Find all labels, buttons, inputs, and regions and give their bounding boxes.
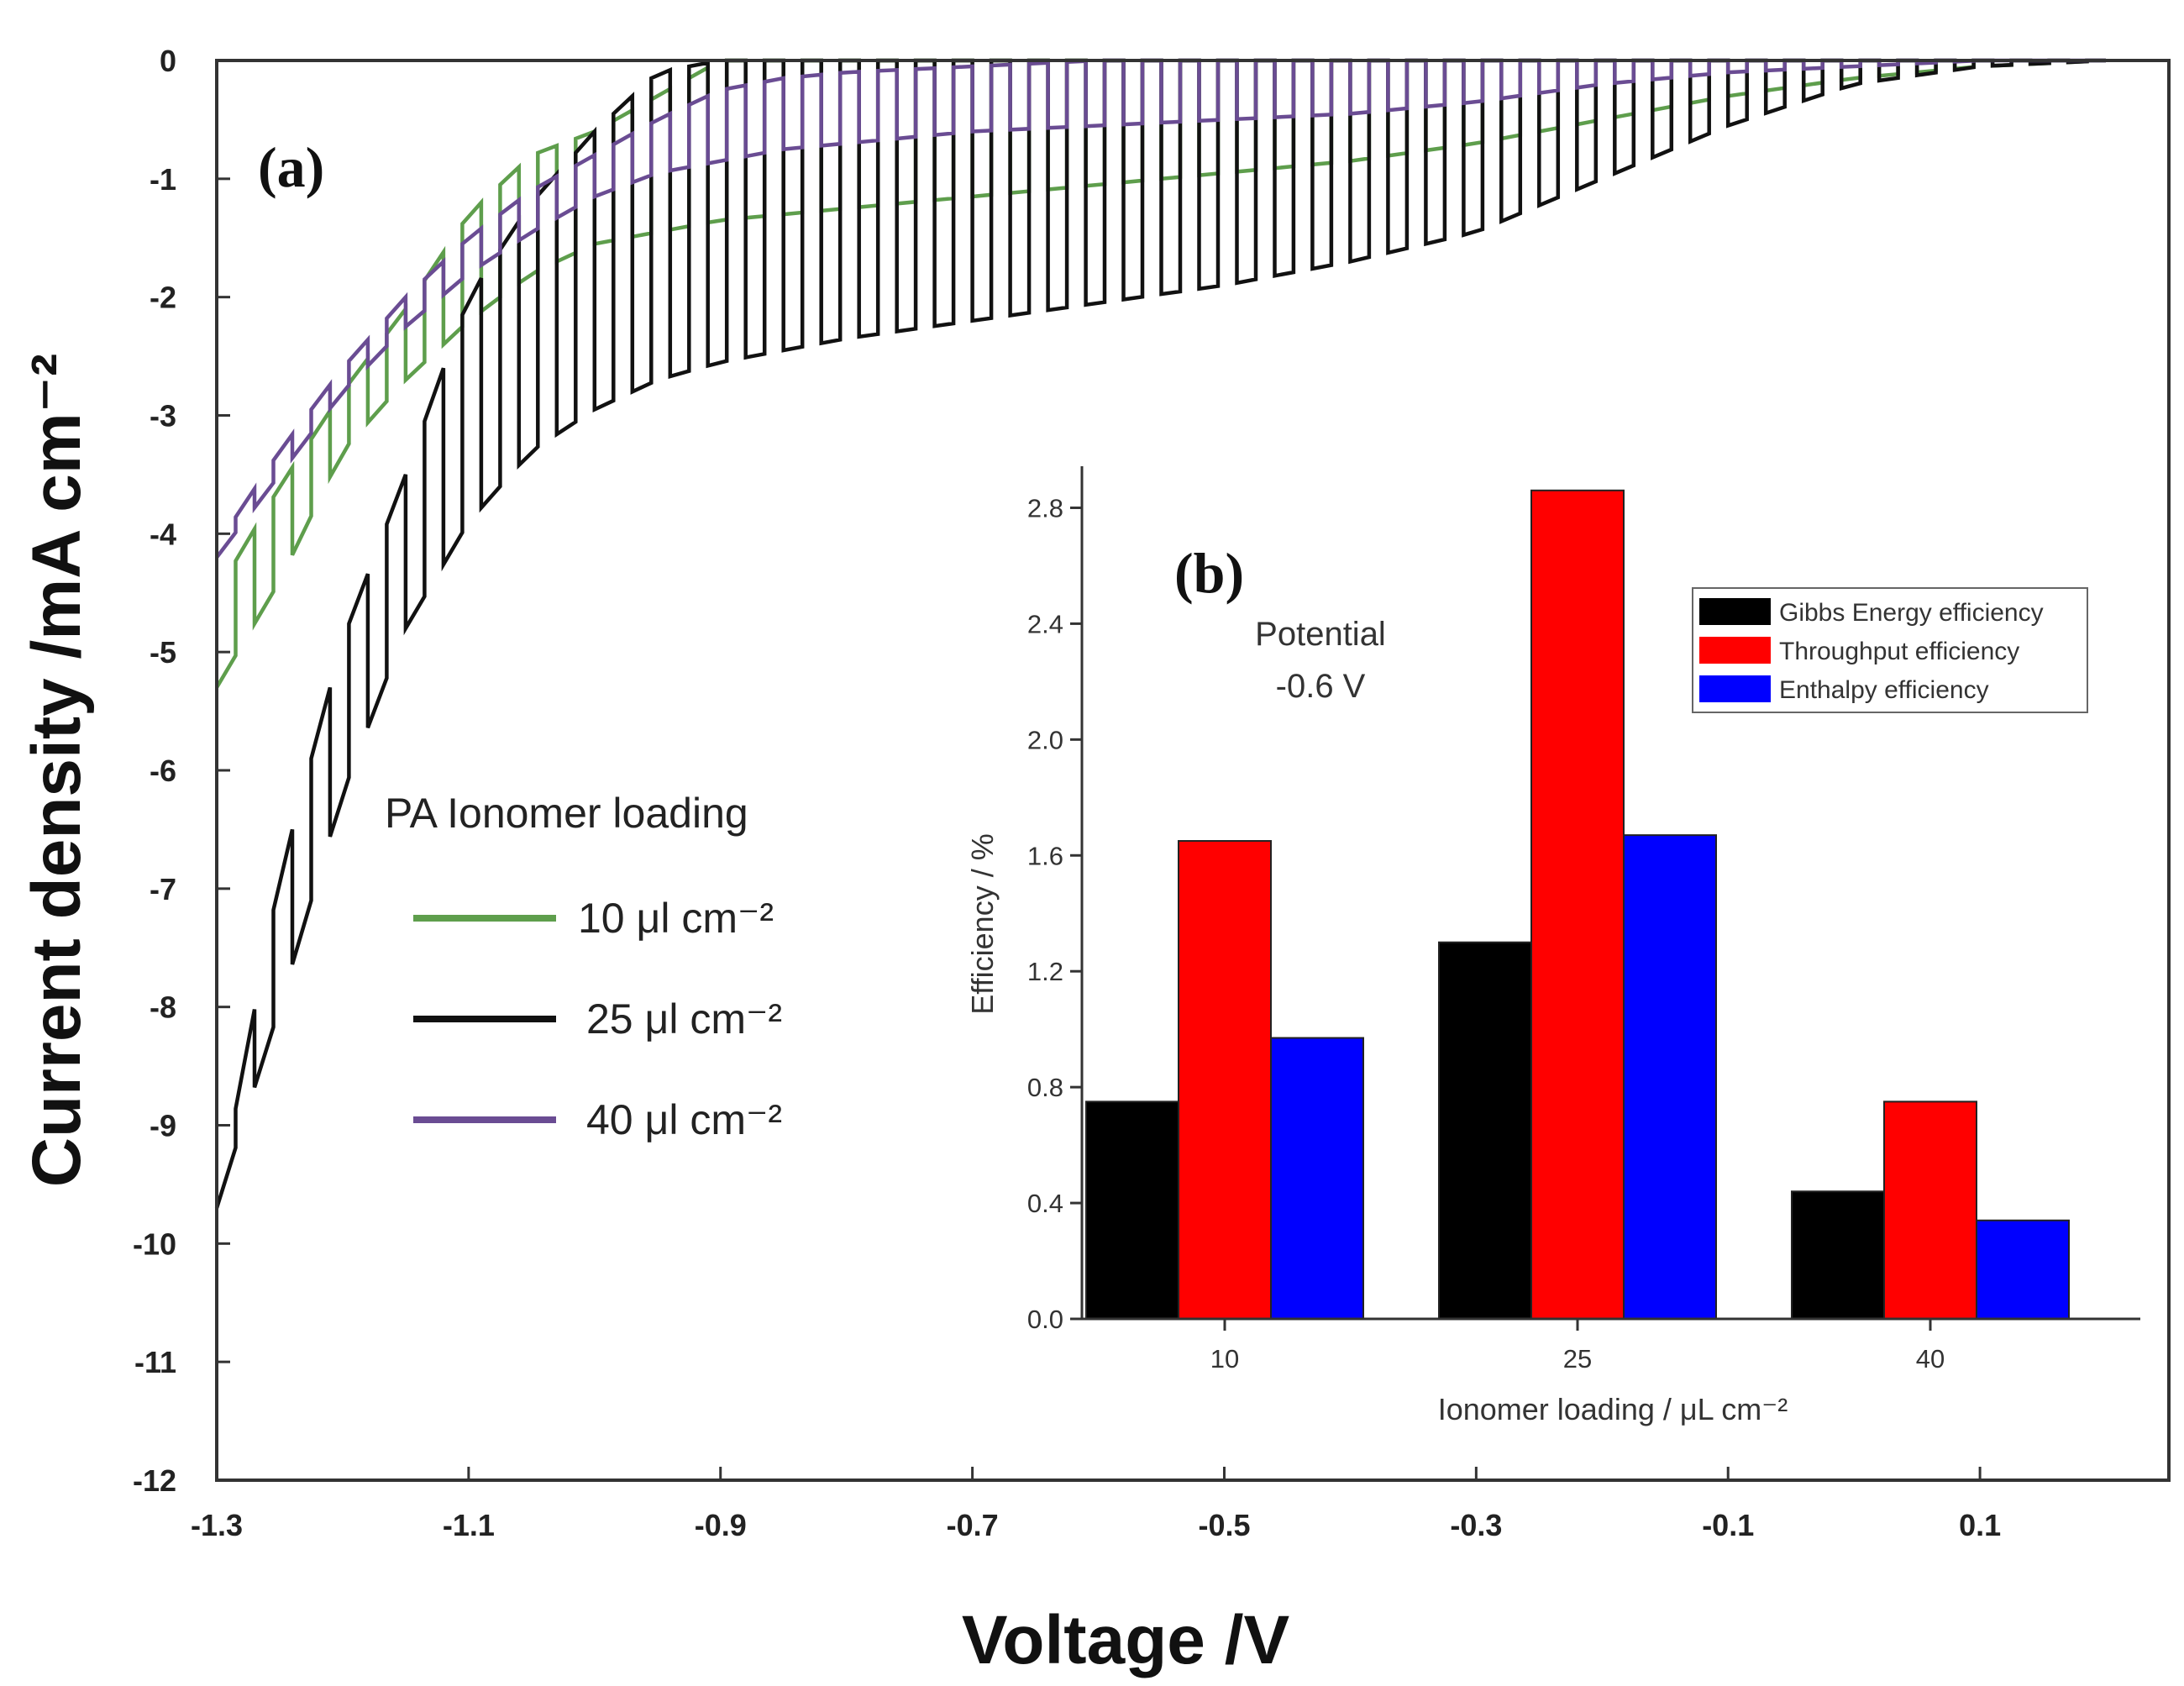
bar-gibbs-25 bbox=[1438, 941, 1532, 1320]
panel-a: -1.3 -1.1 -0.9 -0.7 -0.5 -0.3 -0.1 0.1 0 -1 -2 -3 -… bbox=[18, 44, 2171, 1678]
y-tick-label: -11 bbox=[134, 1345, 176, 1379]
b-x-tick-label: 40 bbox=[1916, 1344, 1945, 1373]
panel-a-x-axis-label: Voltage /V bbox=[962, 1602, 1290, 1678]
x-tick-label: -0.3 bbox=[1450, 1508, 1502, 1542]
bar-gibbs-40 bbox=[1791, 1190, 1885, 1321]
b-x-tick-label: 10 bbox=[1210, 1344, 1239, 1373]
bar-throughput-25 bbox=[1530, 489, 1625, 1320]
bar-throughput-40 bbox=[1883, 1100, 1977, 1320]
bar-enthalpy-10 bbox=[1270, 1037, 1364, 1320]
legend-label-enthalpy: Enthalpy efficiency bbox=[1779, 676, 1989, 704]
x-tick-label: -0.9 bbox=[695, 1508, 747, 1542]
panel-b-bars bbox=[1085, 489, 2070, 1321]
x-tick-label: -0.5 bbox=[1198, 1508, 1250, 1542]
panel-a-label: (a) bbox=[258, 135, 324, 199]
b-y-tick-label: 0.0 bbox=[1027, 1305, 1063, 1334]
panel-b-y-axis: 0.0 0.4 0.8 1.2 1.6 2.0 2.4 2.8 bbox=[1027, 493, 1082, 1334]
legend-label-25: 25 μl cm⁻² bbox=[586, 995, 782, 1043]
y-tick-label: -1 bbox=[150, 162, 176, 197]
panel-a-series bbox=[214, 58, 2106, 1209]
b-x-tick-label: 25 bbox=[1563, 1344, 1592, 1373]
legend-swatch-gibbs bbox=[1699, 598, 1771, 625]
panel-a-legend-title: PA Ionomer loading bbox=[385, 790, 748, 837]
y-tick-label: -10 bbox=[133, 1226, 176, 1261]
y-tick-label: -2 bbox=[150, 281, 176, 315]
y-tick-label: -7 bbox=[150, 872, 176, 906]
panel-a-legend: PA Ionomer loading 10 μl cm⁻² 25 μl cm⁻²… bbox=[385, 790, 782, 1143]
legend-label-gibbs: Gibbs Energy efficiency bbox=[1779, 599, 2044, 627]
legend-swatch-throughput bbox=[1699, 637, 1771, 664]
b-y-tick-label: 1.6 bbox=[1027, 841, 1063, 870]
b-y-tick-label: 2.4 bbox=[1027, 609, 1063, 638]
y-tick-label: -3 bbox=[150, 399, 176, 433]
panel-b-x-axis: 10 25 40 bbox=[1210, 1319, 1945, 1373]
panel-b-label: (b) bbox=[1174, 541, 1244, 605]
b-y-tick-label: 0.4 bbox=[1027, 1189, 1063, 1218]
legend-label-10: 10 μl cm⁻² bbox=[578, 895, 774, 942]
y-tick-label: -4 bbox=[150, 517, 176, 551]
bar-throughput-10 bbox=[1178, 840, 1272, 1320]
panel-b: 0.0 0.4 0.8 1.2 1.6 2.0 2.4 2.8 10 25 40 Ionomer … bbox=[965, 466, 2146, 1426]
panel-a-x-axis: -1.3 -1.1 -0.9 -0.7 -0.5 -0.3 -0.1 0.1 bbox=[191, 1467, 2001, 1542]
x-tick-label: -1.3 bbox=[191, 1508, 243, 1542]
y-tick-label: -8 bbox=[150, 990, 176, 1025]
b-y-tick-label: 0.8 bbox=[1027, 1073, 1063, 1102]
panel-b-x-axis-label: Ionomer loading / μL cm⁻² bbox=[1438, 1392, 1788, 1426]
y-tick-label: -5 bbox=[150, 635, 176, 670]
legend-label-throughput: Throughput efficiency bbox=[1779, 638, 2019, 665]
b-y-tick-label: 2.0 bbox=[1027, 725, 1063, 754]
y-tick-label: -6 bbox=[150, 754, 176, 788]
bar-enthalpy-25 bbox=[1623, 834, 1717, 1320]
bar-enthalpy-40 bbox=[1976, 1219, 2070, 1321]
b-y-tick-label: 2.8 bbox=[1027, 493, 1063, 523]
potential-annotation-line-1: Potential bbox=[1255, 616, 1386, 653]
y-tick-label: 0 bbox=[160, 44, 176, 78]
b-y-tick-label: 1.2 bbox=[1027, 957, 1063, 986]
x-tick-label: -0.1 bbox=[1702, 1508, 1754, 1542]
y-tick-label: -12 bbox=[133, 1463, 176, 1498]
panel-b-legend: Gibbs Energy efficiency Throughput effic… bbox=[1692, 587, 2088, 713]
y-tick-label: -9 bbox=[150, 1109, 176, 1143]
panel-a-y-axis-label: Current density /mA cm⁻² bbox=[18, 354, 95, 1188]
series-line-40 bbox=[215, 58, 2106, 559]
legend-label-40: 40 μl cm⁻² bbox=[586, 1096, 782, 1143]
x-tick-label: -1.1 bbox=[443, 1508, 495, 1542]
legend-swatch-enthalpy bbox=[1699, 675, 1771, 702]
potential-annotation-line-2: -0.6 V bbox=[1276, 668, 1366, 705]
panel-a-y-axis: 0 -1 -2 -3 -4 -5 -6 -7 -8 -9 -10 -11 -12 bbox=[133, 44, 230, 1498]
x-tick-label: 0.1 bbox=[1959, 1508, 2001, 1542]
x-tick-label: -0.7 bbox=[947, 1508, 999, 1542]
bar-gibbs-10 bbox=[1085, 1100, 1179, 1320]
panel-b-y-axis-label: Efficiency / % bbox=[965, 833, 1000, 1014]
